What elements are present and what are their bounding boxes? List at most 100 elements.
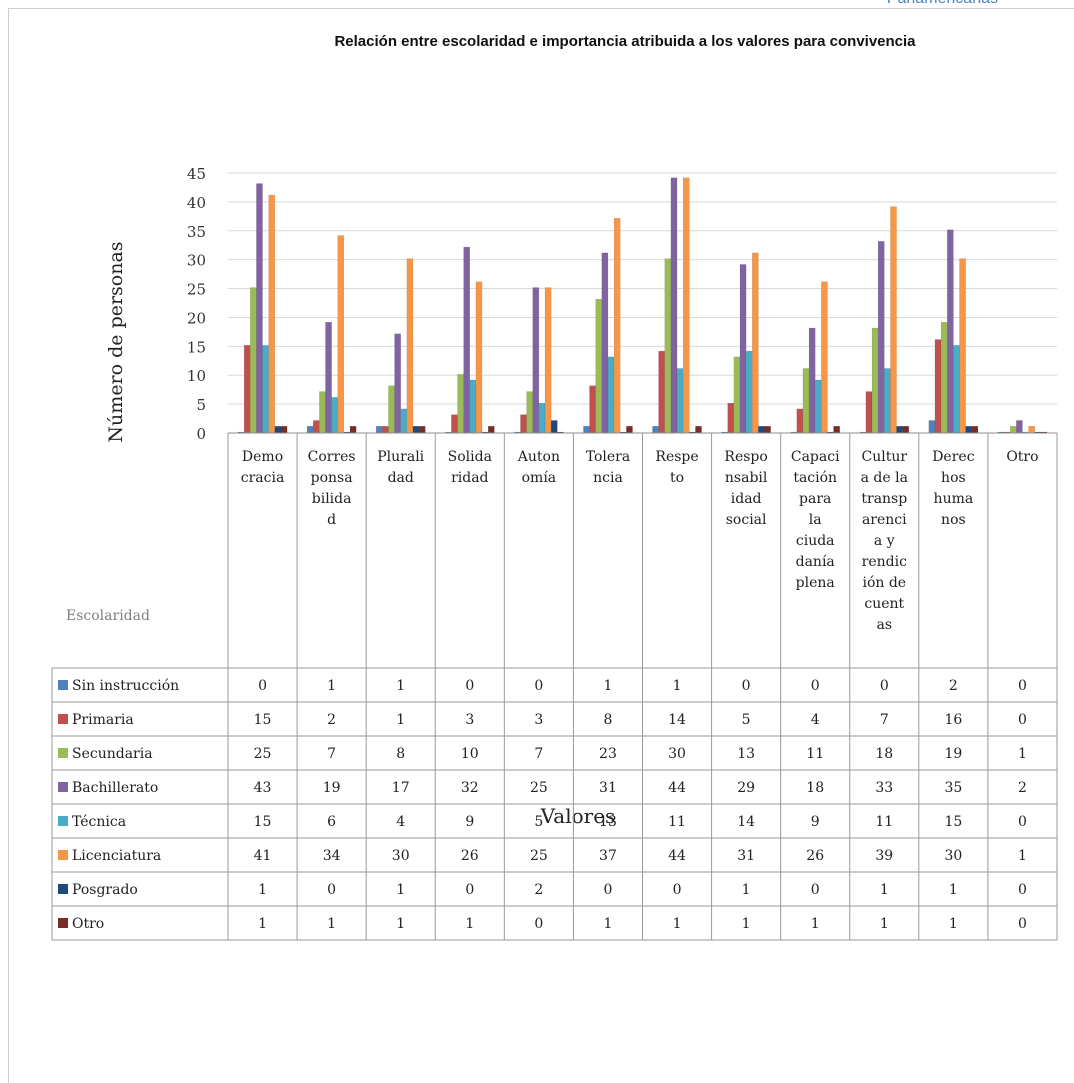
- table-cell: 31: [737, 848, 755, 864]
- table-cell: 1: [1018, 746, 1027, 762]
- bar-tecnica: [745, 350, 753, 434]
- y-tick-label: 30: [187, 252, 206, 270]
- legend-label: Primaria: [72, 712, 134, 728]
- y-tick-label: 35: [187, 223, 206, 241]
- bar-bachillerato: [532, 287, 540, 434]
- bar-tecnica: [469, 379, 477, 434]
- bar-bachillerato: [808, 327, 816, 434]
- table-cell: 6: [327, 814, 336, 830]
- table-cell: 0: [1018, 916, 1027, 932]
- category-label: rendic: [862, 554, 907, 570]
- table-cell: 3: [534, 712, 543, 728]
- bar-secundaria: [388, 385, 395, 434]
- category-label: nos: [941, 512, 966, 528]
- table-cell: 7: [880, 712, 889, 728]
- category-label: ridad: [451, 470, 488, 486]
- category-label: arenci: [862, 512, 907, 528]
- chart-title: Relación entre escolaridad e importancia…: [334, 33, 916, 50]
- bar-primaria: [451, 414, 458, 434]
- table-cell: 1: [742, 882, 751, 898]
- category-label: ión de: [862, 575, 906, 591]
- bar-posgrado: [965, 425, 973, 434]
- table-cell: 1: [880, 882, 889, 898]
- category-label: huma: [934, 491, 974, 507]
- table-cell: 1: [396, 882, 405, 898]
- bar-secundaria: [664, 258, 672, 434]
- table-cell: 1: [673, 678, 682, 694]
- table-cell: 18: [806, 780, 824, 796]
- category-label: cuent: [864, 596, 904, 612]
- table-cell: 31: [599, 780, 617, 796]
- page-frame: [8, 8, 1074, 1083]
- category-label: Auton: [517, 449, 560, 465]
- y-tick-label: 45: [187, 165, 206, 183]
- bar-sin-instruccion: [375, 425, 383, 434]
- table-cell: 30: [944, 848, 962, 864]
- table-cell: 1: [258, 882, 267, 898]
- table-cell: 19: [944, 746, 962, 762]
- bar-licenciatura: [959, 258, 966, 434]
- table-cell: 44: [668, 848, 686, 864]
- table-cell: 14: [668, 712, 686, 728]
- bar-posgrado: [896, 425, 903, 434]
- y-tick-label: 10: [187, 367, 206, 385]
- table-cell: 0: [673, 882, 682, 898]
- table-cell: 37: [599, 848, 617, 864]
- table-cell: 41: [254, 848, 272, 864]
- bar-secundaria: [595, 298, 603, 434]
- bar-otro: [971, 425, 979, 434]
- category-label: bilida: [312, 491, 352, 507]
- table-cell: 0: [1018, 712, 1027, 728]
- category-label: Capaci: [791, 449, 840, 465]
- bar-sin-instruccion: [652, 425, 659, 434]
- table-cell: 14: [737, 814, 755, 830]
- category-label: Tolera: [586, 449, 630, 465]
- bar-secundaria: [871, 327, 879, 434]
- table-cell: 29: [737, 780, 755, 796]
- table-cell: 32: [461, 780, 479, 796]
- table-cell: 26: [806, 848, 824, 864]
- bar-sin-instruccion: [306, 425, 314, 434]
- table-cell: 2: [1018, 780, 1027, 796]
- bar-otro: [280, 425, 288, 434]
- bar-primaria: [865, 391, 873, 434]
- bar-primaria: [658, 350, 666, 434]
- table-cell: 1: [949, 916, 958, 932]
- table-cell: 0: [880, 678, 889, 694]
- y-tick-label: 5: [196, 396, 206, 414]
- table-cell: 16: [944, 712, 962, 728]
- bar-tecnica: [607, 356, 615, 434]
- category-label: omía: [522, 470, 557, 486]
- table-cell: 9: [811, 814, 820, 830]
- table-cell: 10: [461, 746, 479, 762]
- table-cell: 1: [258, 916, 267, 932]
- category-label: Derec: [932, 449, 974, 465]
- legend-swatch: [58, 918, 68, 928]
- table-cell: 0: [1018, 678, 1027, 694]
- table-cell: 0: [811, 882, 820, 898]
- table-cell: 1: [396, 678, 405, 694]
- bar-licenciatura: [475, 281, 483, 434]
- category-label: Demo: [242, 449, 283, 465]
- bar-bachillerato: [946, 229, 954, 434]
- bar-tecnica: [884, 368, 891, 434]
- table-cell: 1: [327, 916, 336, 932]
- category-label: dad: [388, 470, 414, 486]
- table-corner-label: Escolaridad: [66, 608, 150, 624]
- table-cell: 17: [392, 780, 410, 796]
- table-cell: 0: [742, 678, 751, 694]
- bar-secundaria: [940, 321, 948, 434]
- table-cell: 5: [534, 814, 543, 830]
- category-label: Corres: [308, 449, 356, 465]
- category-label: a de la: [861, 470, 908, 486]
- bar-secundaria: [526, 391, 533, 434]
- category-label: tación: [793, 470, 837, 486]
- table-cell: 1: [603, 916, 612, 932]
- category-label: Otro: [1006, 449, 1038, 465]
- table-cell: 8: [396, 746, 405, 762]
- category-label: d: [327, 512, 336, 528]
- bar-primaria: [243, 345, 251, 434]
- table-cell: 25: [530, 848, 548, 864]
- bar-bachillerato: [601, 252, 609, 434]
- bar-otro: [418, 425, 426, 434]
